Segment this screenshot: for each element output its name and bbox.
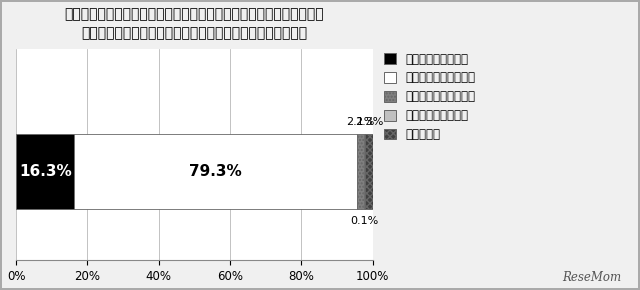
Bar bbox=[74, 134, 357, 209]
Text: 0.1%: 0.1% bbox=[351, 216, 379, 226]
Text: 16.3%: 16.3% bbox=[19, 164, 72, 179]
Bar bbox=[16, 134, 74, 209]
Text: 2.1%: 2.1% bbox=[346, 117, 375, 127]
Text: 2.3%: 2.3% bbox=[355, 117, 383, 127]
Text: ReseMom: ReseMom bbox=[562, 271, 621, 284]
Legend: 大いに効果があった, ある程度効果があった, あまり効果はなかった, 全く効果はなかった, わからない: 大いに効果があった, ある程度効果があった, あまり効果はなかった, 全く効果は… bbox=[382, 50, 478, 144]
Bar bbox=[365, 134, 373, 209]
Title: 【２－ⓙ】自己評価は教育活動その他の学校運営の組織的・継続的な
　改善にどの程度効果があったと考えるか（国公私立合計）: 【２－ⓙ】自己評価は教育活動その他の学校運営の組織的・継続的な 改善にどの程度効… bbox=[65, 7, 324, 40]
Bar bbox=[357, 134, 364, 209]
Text: 79.3%: 79.3% bbox=[189, 164, 242, 179]
